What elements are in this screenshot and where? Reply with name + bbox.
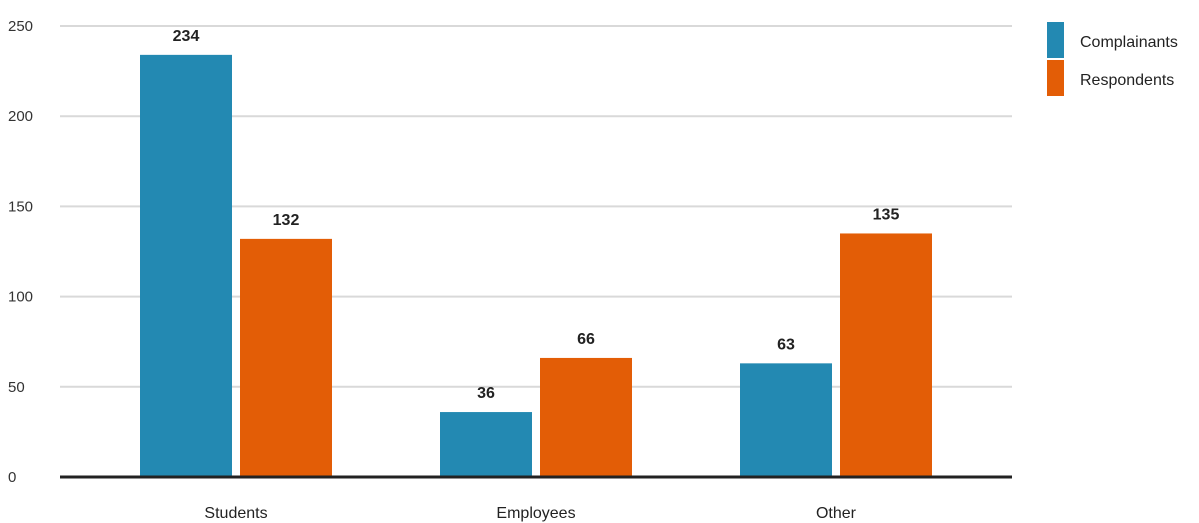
y-tick-label: 50 — [8, 379, 25, 396]
y-axis-tick-labels: 0 50 100 150 200 250 — [8, 18, 33, 486]
legend-label-complainants: Complainants — [1080, 34, 1178, 51]
x-category-label: Other — [816, 505, 857, 522]
x-axis-category-labels: Students Employees Other — [204, 505, 856, 522]
data-labels: 234 132 36 66 63 135 — [173, 28, 900, 402]
bar-complainants-employees — [440, 412, 532, 477]
bar-complainants-other — [740, 363, 832, 477]
legend: Complainants Respondents — [1047, 22, 1178, 96]
y-tick-label: 150 — [8, 198, 33, 215]
y-tick-label: 250 — [8, 18, 33, 35]
bar-complainants-students — [140, 54, 232, 477]
data-label: 132 — [273, 212, 300, 229]
legend-label-respondents: Respondents — [1080, 72, 1174, 89]
x-category-label: Employees — [496, 505, 575, 522]
data-label: 234 — [173, 28, 200, 45]
bar-respondents-employees — [540, 357, 632, 477]
x-category-label: Students — [204, 505, 267, 522]
data-label: 135 — [873, 206, 900, 223]
bar-respondents-other — [840, 233, 932, 477]
y-tick-label: 200 — [8, 108, 33, 125]
y-tick-label: 0 — [8, 469, 16, 486]
legend-swatch-respondents — [1047, 60, 1064, 96]
data-label: 63 — [777, 336, 795, 353]
legend-swatch-complainants — [1047, 22, 1064, 58]
bars — [140, 54, 932, 477]
data-label: 66 — [577, 331, 595, 348]
y-tick-label: 100 — [8, 289, 33, 306]
data-label: 36 — [477, 385, 495, 402]
bar-respondents-students — [240, 238, 332, 477]
